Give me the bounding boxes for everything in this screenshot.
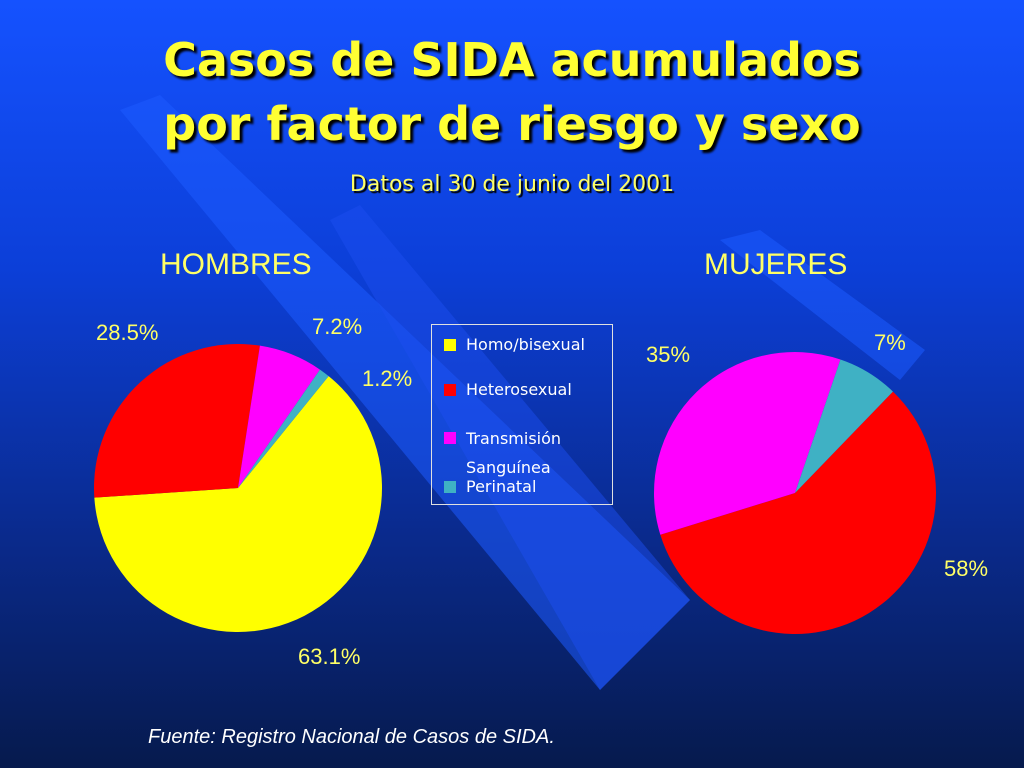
hombres-slice-transmisi-n-sangu-nea xyxy=(238,345,320,488)
legend-swatch-transmision xyxy=(444,432,456,444)
source-note: Fuente: Registro Nacional de Casos de SI… xyxy=(148,726,555,748)
mujeres-slice-transmisi-n-sangu-nea xyxy=(654,351,841,535)
subtitle: Datos al 30 de junio del 2001 xyxy=(349,172,675,197)
legend-label-transmision: Transmisión Sanguínea xyxy=(466,429,562,477)
hombres-slice-homo-bisexual xyxy=(94,376,382,632)
slide-title: Casos de SIDA acumulados por factor de r… xyxy=(0,28,1024,156)
title-line-2: por factor de riesgo y sexo xyxy=(163,97,861,151)
chart-legend: Homo/bisexual Heterosexual Transmisión S… xyxy=(431,324,613,505)
label-mujeres-hetero: 58% xyxy=(944,556,989,581)
label-mujeres-perinatal: 7% xyxy=(874,330,906,355)
chart-title-mujeres: MUJERES xyxy=(704,248,848,281)
label-hombres-hetero: 28.5% xyxy=(96,320,159,345)
legend-label-homo: Homo/bisexual xyxy=(466,335,585,354)
label-mujeres-transmision: 35% xyxy=(646,342,691,367)
legend-swatch-hetero xyxy=(444,384,456,396)
label-hombres-transmision: 7.2% xyxy=(312,314,363,339)
mujeres-slice-heterosexual xyxy=(660,391,936,634)
pie-chart-mujeres xyxy=(654,351,936,634)
legend-swatch-perinatal xyxy=(444,481,456,493)
hombres-slice-heterosexual xyxy=(94,344,260,498)
mujeres-slice-perinatal xyxy=(795,359,893,493)
label-hombres-homo: 63.1% xyxy=(298,644,361,669)
title-line-1: Casos de SIDA acumulados xyxy=(163,33,861,87)
label-hombres-perinatal: 1.2% xyxy=(362,366,413,391)
legend-label-perinatal: Perinatal xyxy=(466,477,537,496)
pie-chart-hombres xyxy=(94,344,382,632)
hombres-slice-perinatal xyxy=(238,369,329,488)
chart-title-hombres: HOMBRES xyxy=(160,248,312,281)
legend-label-hetero: Heterosexual xyxy=(466,380,572,399)
legend-swatch-homo xyxy=(444,339,456,351)
